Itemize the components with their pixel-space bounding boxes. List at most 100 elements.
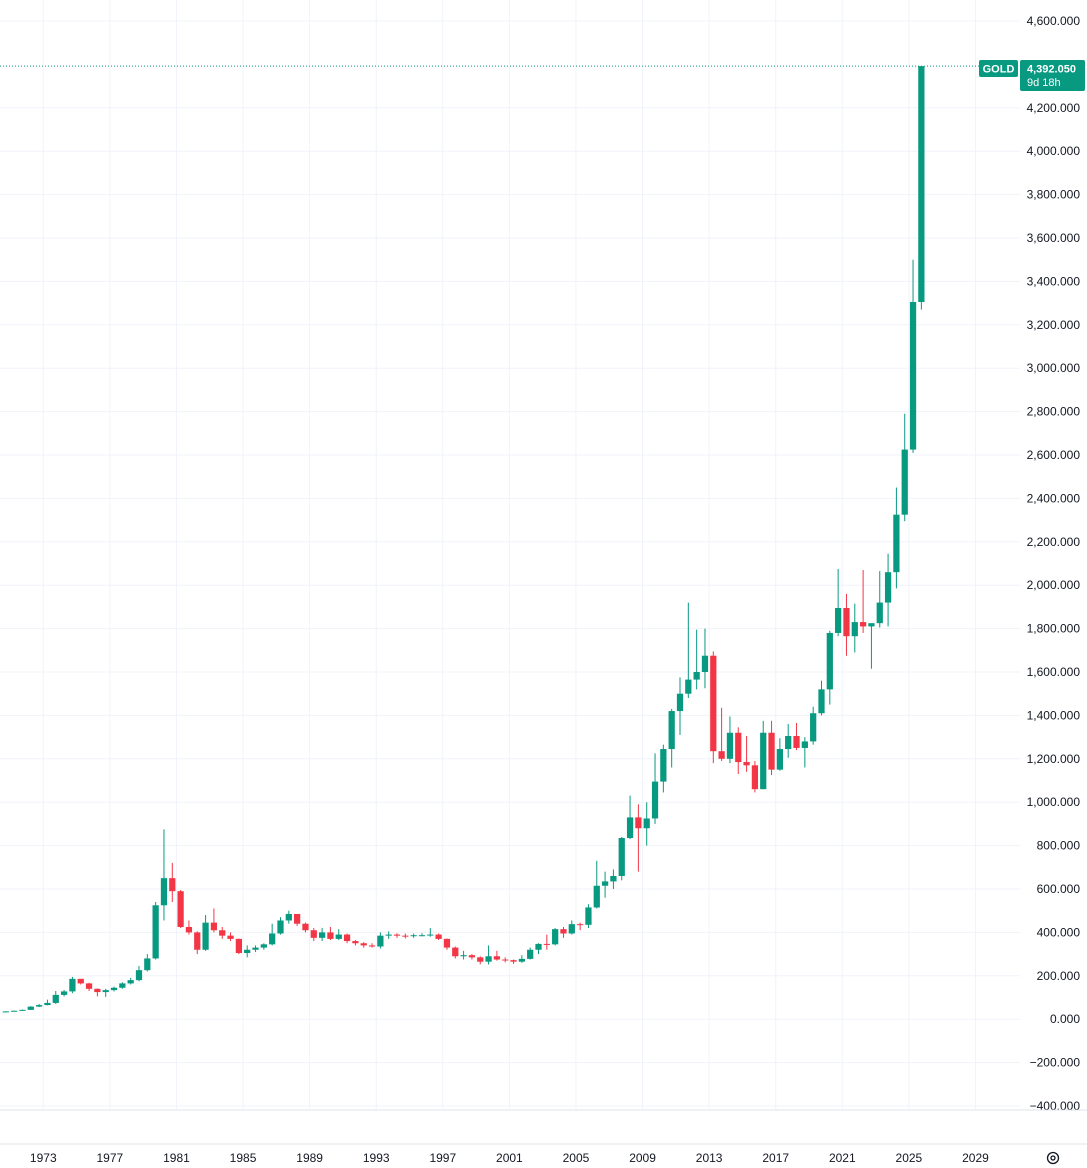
candle-body (144, 958, 151, 971)
candle-body (294, 913, 301, 924)
candle-body (69, 978, 76, 992)
candle (393, 933, 401, 938)
candle-body (11, 1010, 18, 1012)
candle (435, 933, 442, 940)
candle (327, 926, 334, 940)
candle-body (418, 935, 426, 937)
y-tick-label: 3,800.000 (1027, 188, 1081, 202)
candle (77, 978, 84, 985)
candle (260, 943, 267, 950)
y-tick-label: 0.000 (1050, 1012, 1080, 1026)
candle (527, 947, 534, 960)
candle (227, 932, 234, 942)
candle (493, 950, 501, 961)
candle (776, 738, 783, 771)
candle-body (884, 572, 892, 603)
candle (818, 680, 825, 716)
candle-body (876, 602, 883, 624)
candle-body (485, 956, 492, 962)
y-tick-label: 3,000.000 (1027, 361, 1081, 375)
candle (893, 487, 900, 589)
candle-body (726, 732, 734, 759)
candle-body (2, 1011, 9, 1013)
x-tick-label: 2021 (829, 1151, 856, 1165)
time-axis[interactable]: 1973 1977 1981 1985 1989 1993 1997 2001 2005 2009… (30, 1151, 989, 1165)
candle (726, 716, 734, 764)
candle-body (768, 732, 775, 770)
candle (410, 933, 417, 938)
candle (760, 720, 767, 790)
candle (377, 932, 384, 949)
candle (543, 934, 550, 950)
candle (851, 603, 858, 653)
candle-body (85, 983, 93, 989)
candle (418, 933, 426, 937)
x-tick-label: 1989 (296, 1151, 323, 1165)
candle (560, 926, 567, 938)
candle-body (793, 736, 800, 748)
candle-body (826, 632, 833, 690)
x-tick-label: 1981 (163, 1151, 190, 1165)
y-tick-label: 3,200.000 (1027, 318, 1081, 332)
x-tick-label: 2029 (962, 1151, 989, 1165)
y-tick-label: −400.000 (1030, 1099, 1081, 1113)
candle-body (785, 736, 792, 750)
price-axis[interactable]: 4,600.000 4,200.000 4,000.000 3,800.000 3,60… (1027, 14, 1081, 1113)
candle-body (552, 929, 559, 945)
candle-body (127, 980, 134, 984)
candle-body (535, 943, 542, 950)
candle (244, 945, 251, 958)
candle (801, 737, 808, 768)
candle (110, 986, 118, 992)
candle-body (235, 938, 242, 954)
candle (743, 736, 750, 772)
candle-body (527, 949, 534, 959)
candle (785, 724, 792, 758)
candle (252, 945, 259, 952)
candle-body (210, 922, 218, 931)
candle-body (135, 970, 143, 981)
candle-body (843, 607, 850, 637)
y-tick-label: −200.000 (1030, 1056, 1081, 1070)
y-tick-label: 2,600.000 (1027, 448, 1081, 462)
candle (302, 922, 309, 933)
candle-body (651, 781, 659, 819)
candle (277, 917, 284, 935)
candle (35, 1004, 43, 1008)
candle (169, 862, 176, 903)
y-tick-label: 2,400.000 (1027, 491, 1081, 505)
candle-body (244, 949, 251, 954)
candle-body (19, 1009, 26, 1011)
x-tick-label: 1985 (230, 1151, 257, 1165)
candle-body (52, 994, 59, 1003)
candle-body (352, 941, 359, 944)
candle-body (152, 905, 159, 959)
y-tick-label: 1,200.000 (1027, 752, 1081, 766)
candle (585, 904, 592, 929)
candle-body (918, 66, 925, 303)
candle-body (510, 960, 517, 962)
settings-icon[interactable] (1046, 1151, 1060, 1165)
candle-body (601, 881, 609, 886)
candle (601, 871, 609, 898)
candle-body (44, 1002, 51, 1006)
candle (843, 593, 850, 656)
symbol-label: GOLD (983, 64, 1015, 76)
candle-body (360, 943, 367, 946)
candle-body (660, 749, 667, 782)
candle-body (35, 1005, 43, 1007)
y-tick-label: 400.000 (1037, 925, 1081, 939)
candle (102, 988, 109, 997)
y-tick-label: 1,400.000 (1027, 708, 1081, 722)
x-tick-label: 2001 (496, 1151, 523, 1165)
y-tick-label: 4,000.000 (1027, 144, 1081, 158)
candle (502, 957, 509, 963)
candle-body (27, 1006, 34, 1010)
candle (468, 954, 476, 960)
y-tick-label: 2,800.000 (1027, 405, 1081, 419)
x-tick-label: 2025 (896, 1151, 923, 1165)
candle-body (868, 623, 875, 627)
last-price-label: 4,392.050 (1027, 64, 1076, 76)
candle (2, 1011, 9, 1013)
